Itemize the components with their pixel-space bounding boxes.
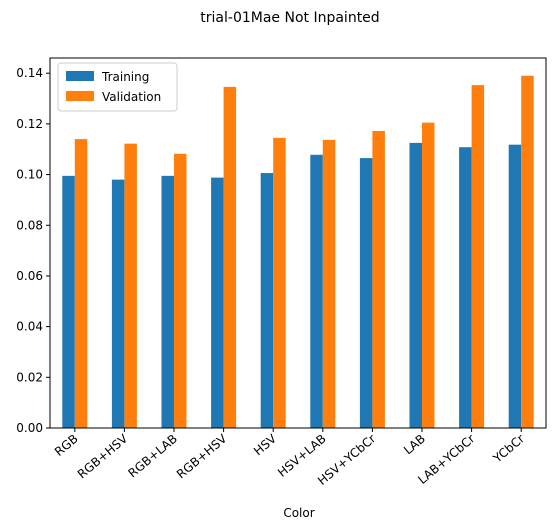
bar-training-5 (310, 154, 323, 428)
bar-training-8 (459, 147, 472, 428)
y-axis: 0.00 0.02 0.04 0.06 0.08 0.10 0.12 0.14 (16, 66, 50, 435)
bars-group (62, 75, 534, 429)
y-tick-label: 0.08 (16, 218, 43, 232)
bar-validation-2 (174, 153, 187, 428)
bar-training-0 (62, 175, 75, 428)
legend-label-training: Training (101, 70, 149, 84)
plot-frame (49, 57, 547, 429)
x-tick-label: HSV (251, 431, 280, 458)
bar-training-2 (161, 175, 174, 428)
legend: Training Validation (57, 62, 178, 112)
bar-validation-5 (322, 139, 336, 428)
bar-training-6 (359, 158, 373, 429)
bar-training-3 (211, 177, 224, 428)
y-tick-label: 0.12 (16, 117, 43, 131)
x-tick-label: RGB (52, 432, 81, 459)
legend-swatch-validation (66, 91, 94, 101)
bar-validation-0 (74, 139, 88, 428)
bar-validation-1 (124, 143, 137, 428)
x-tick-label: RGB+HSV (75, 431, 131, 481)
bar-validation-6 (372, 130, 385, 428)
bar-validation-7 (422, 122, 435, 428)
legend-label-validation: Validation (102, 90, 161, 104)
x-axis-label: Color (283, 506, 314, 520)
bar-validation-4 (273, 137, 286, 428)
bar-validation-9 (521, 75, 534, 429)
x-tick-label: RGB+HSV (174, 431, 230, 481)
x-tick-label: LAB (401, 432, 428, 458)
bar-training-9 (508, 144, 522, 428)
y-tick-label: 0.06 (16, 269, 43, 283)
x-tick-label: RGB+LAB (125, 432, 179, 481)
x-tick-label: YCbCr (490, 432, 527, 467)
y-tick-label: 0.00 (16, 421, 43, 435)
bar-validation-3 (223, 86, 237, 428)
y-tick-label: 0.10 (16, 168, 43, 182)
bar-training-7 (409, 142, 422, 428)
y-tick-label: 0.02 (16, 370, 43, 384)
bar-training-4 (260, 173, 274, 428)
bar-training-1 (111, 179, 125, 428)
y-tick-label: 0.14 (16, 66, 43, 80)
chart-title: trial-01Mae Not Inpainted (200, 10, 379, 26)
y-tick-label: 0.04 (16, 320, 43, 334)
bar-validation-8 (471, 85, 485, 428)
legend-swatch-training (66, 71, 94, 81)
